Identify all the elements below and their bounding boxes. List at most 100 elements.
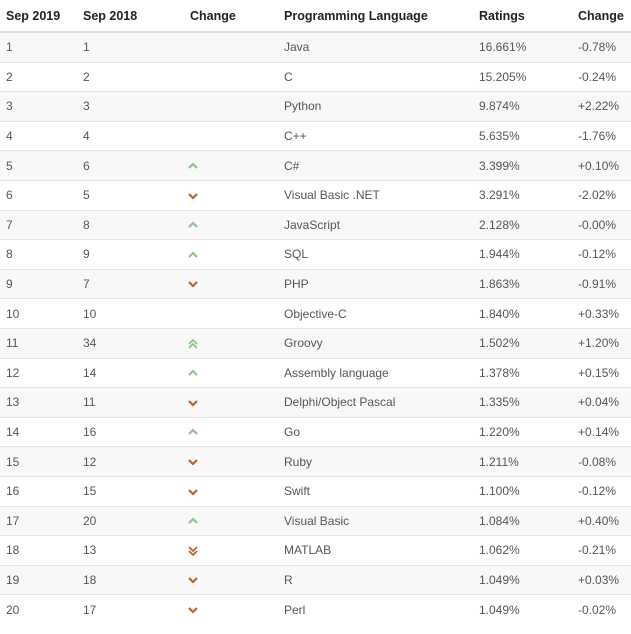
language-name: Java xyxy=(278,31,473,63)
double-chevron-up-icon xyxy=(186,337,200,351)
trend-cell xyxy=(184,120,278,151)
language-name: Groovy xyxy=(278,327,473,359)
trend-cell xyxy=(184,327,278,359)
table-row: 4 4 C++ 5.635% -1.76% xyxy=(0,120,631,151)
rank-2019: 11 xyxy=(0,327,77,359)
table-row: 12 14 Assembly language 1.378% +0.15% xyxy=(0,357,631,388)
language-name: R xyxy=(278,564,473,595)
chevron-down-icon xyxy=(186,455,200,469)
rank-2019: 2 xyxy=(0,61,77,92)
rank-2019: 5 xyxy=(0,150,77,181)
rank-2019: 19 xyxy=(0,564,77,595)
language-name: Delphi/Object Pascal xyxy=(278,387,473,418)
trend-cell xyxy=(184,239,278,270)
table-row: 2 2 C 15.205% -0.24% xyxy=(0,61,631,92)
table-row: 15 12 Ruby 1.211% -0.08% xyxy=(0,446,631,477)
rank-2019: 6 xyxy=(0,179,77,211)
rating-change: -2.02% xyxy=(572,179,631,211)
language-name: C++ xyxy=(278,120,473,151)
table-row: 10 10 Objective-C 1.840% +0.33% xyxy=(0,298,631,329)
rating-change: +0.03% xyxy=(572,564,631,595)
trend-cell xyxy=(184,209,278,240)
header-sep-2019[interactable]: Sep 2019 xyxy=(0,0,77,33)
rank-2018: 4 xyxy=(77,120,184,151)
rating: 1.049% xyxy=(473,564,572,595)
header-change-trend[interactable]: Change xyxy=(184,0,278,33)
language-name: MATLAB xyxy=(278,535,473,566)
rating-change: +2.22% xyxy=(572,91,631,122)
rating: 1.220% xyxy=(473,416,572,447)
rank-2019: 14 xyxy=(0,416,77,447)
trend-cell xyxy=(184,387,278,418)
rank-2019: 1 xyxy=(0,31,77,63)
header-row: Sep 2019 Sep 2018 Change Programming Lan… xyxy=(0,0,631,33)
chevron-up-icon xyxy=(186,248,200,262)
trend-cell xyxy=(184,416,278,447)
trend-cell xyxy=(184,179,278,211)
rating-change: -0.00% xyxy=(572,209,631,240)
table-row: 3 3 Python 9.874% +2.22% xyxy=(0,91,631,122)
table-row: 8 9 SQL 1.944% -0.12% xyxy=(0,239,631,270)
chevron-down-icon xyxy=(186,189,200,203)
rating-change: -0.24% xyxy=(572,61,631,92)
rank-2019: 3 xyxy=(0,91,77,122)
rank-2018: 15 xyxy=(77,475,184,506)
table-body: 1 1 Java 16.661% -0.78% 2 2 C 15.205% -0.24% 3 3 Pyt… xyxy=(0,31,631,624)
trend-cell xyxy=(184,31,278,63)
table-row: 1 1 Java 16.661% -0.78% xyxy=(0,31,631,63)
chevron-down-icon xyxy=(186,485,200,499)
rating: 2.128% xyxy=(473,209,572,240)
trend-cell xyxy=(184,298,278,329)
trend-cell xyxy=(184,91,278,122)
trend-cell xyxy=(184,61,278,92)
rank-2019: 4 xyxy=(0,120,77,151)
rating-change: -0.02% xyxy=(572,594,631,624)
chevron-down-icon xyxy=(186,396,200,410)
chevron-up-icon xyxy=(186,514,200,528)
language-name: Swift xyxy=(278,475,473,506)
rank-2018: 8 xyxy=(77,209,184,240)
rank-2018: 12 xyxy=(77,446,184,477)
table-row: 9 7 PHP 1.863% -0.91% xyxy=(0,268,631,299)
header-ratings[interactable]: Ratings xyxy=(473,0,572,33)
rating: 3.399% xyxy=(473,150,572,181)
rank-2018: 18 xyxy=(77,564,184,595)
trend-cell xyxy=(184,268,278,299)
table-row: 13 11 Delphi/Object Pascal 1.335% +0.04% xyxy=(0,387,631,418)
language-name: Objective-C xyxy=(278,298,473,329)
rating-change: -0.91% xyxy=(572,268,631,299)
table-row: 20 17 Perl 1.049% -0.02% xyxy=(0,594,631,624)
rank-2018: 6 xyxy=(77,150,184,181)
rating: 1.335% xyxy=(473,387,572,418)
header-language[interactable]: Programming Language xyxy=(278,0,473,33)
rank-2018: 11 xyxy=(77,387,184,418)
language-name: Visual Basic xyxy=(278,505,473,536)
double-chevron-down-icon xyxy=(186,544,200,558)
rating: 1.100% xyxy=(473,475,572,506)
language-name: Python xyxy=(278,91,473,122)
rating-change: -0.21% xyxy=(572,535,631,566)
language-name: C xyxy=(278,61,473,92)
rank-2018: 34 xyxy=(77,327,184,359)
rating: 1.211% xyxy=(473,446,572,477)
rating: 9.874% xyxy=(473,91,572,122)
rating-change: +0.33% xyxy=(572,298,631,329)
rating: 15.205% xyxy=(473,61,572,92)
rank-2019: 7 xyxy=(0,209,77,240)
rank-2018: 3 xyxy=(77,91,184,122)
rank-2019: 10 xyxy=(0,298,77,329)
rank-2019: 15 xyxy=(0,446,77,477)
header-change[interactable]: Change xyxy=(572,0,631,33)
rating: 3.291% xyxy=(473,179,572,211)
language-name: JavaScript xyxy=(278,209,473,240)
header-sep-2018[interactable]: Sep 2018 xyxy=(77,0,184,33)
rank-2018: 9 xyxy=(77,239,184,270)
rank-2018: 1 xyxy=(77,31,184,63)
chevron-up-icon xyxy=(186,425,200,439)
chevron-down-icon xyxy=(186,277,200,291)
table-row: 17 20 Visual Basic 1.084% +0.40% xyxy=(0,505,631,536)
trend-cell xyxy=(184,594,278,624)
language-name: PHP xyxy=(278,268,473,299)
table-row: 14 16 Go 1.220% +0.14% xyxy=(0,416,631,447)
